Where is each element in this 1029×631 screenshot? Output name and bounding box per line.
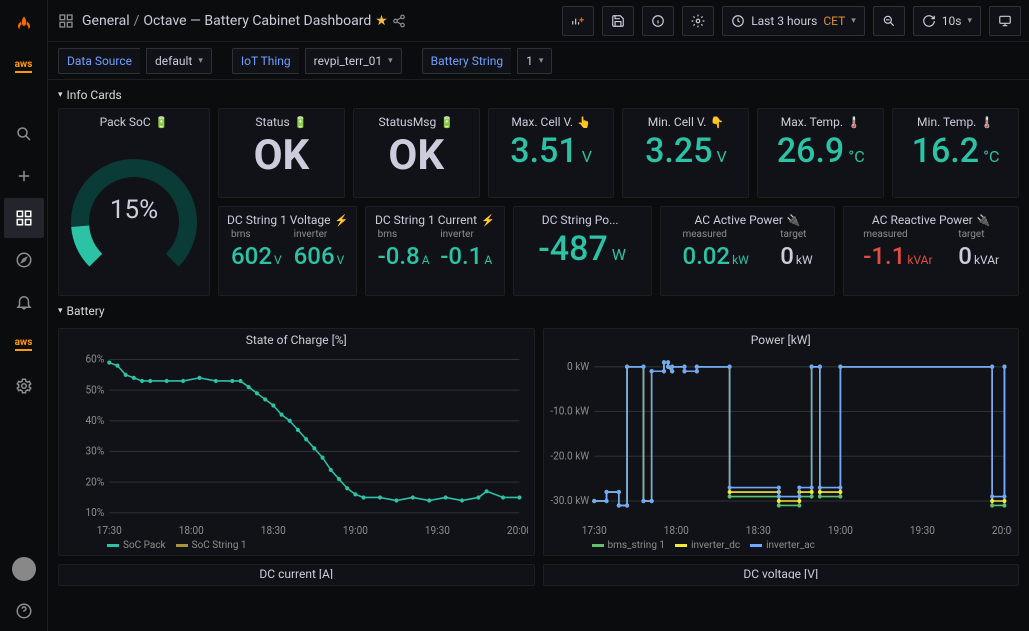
- svg-text:50%: 50%: [86, 383, 105, 396]
- power-chart: Power [kW] 0 kW-10.0 kW-20.0 kW-30.0 kW1…: [543, 328, 1020, 556]
- svg-text:20:00: 20:00: [991, 523, 1012, 536]
- svg-text:20%: 20%: [86, 475, 105, 488]
- monitor-button[interactable]: [989, 6, 1021, 36]
- var-value[interactable]: 1▾: [517, 48, 552, 74]
- stat-card: Max. Temp.🌡️ 26.9°C: [757, 108, 884, 198]
- breadcrumb: General / Octave — Battery Cabinet Dashb…: [82, 13, 406, 29]
- stat-card: AC Active Power🔌measured0.02kWtarget0kW: [660, 206, 836, 296]
- svg-text:18:30: 18:30: [745, 523, 770, 536]
- svg-text:19:00: 19:00: [343, 523, 368, 536]
- legend-item[interactable]: bms_string 1: [592, 540, 666, 551]
- svg-text:18:00: 18:00: [663, 523, 688, 536]
- svg-text:-20.0 kW: -20.0 kW: [550, 449, 589, 462]
- var-value[interactable]: default▾: [146, 48, 212, 74]
- stat-card: Max. Cell V.👆 3.51V: [488, 108, 615, 198]
- stat-card: DC String 1 Voltage⚡bms602Vinverter606V: [218, 206, 357, 296]
- sidebar: aws aws: [0, 0, 48, 631]
- stat-card: Min. Cell V.👇 3.25V: [622, 108, 749, 198]
- time-range-button[interactable]: Last 3 hours CET ▾: [722, 6, 865, 36]
- settings-button[interactable]: [682, 6, 714, 36]
- svg-text:19:30: 19:30: [909, 523, 934, 536]
- stat-card: DC String 1 Current⚡bms-0.8Ainverter-0.1…: [365, 206, 504, 296]
- apps-icon[interactable]: [58, 13, 74, 29]
- topbar: General / Octave — Battery Cabinet Dashb…: [48, 0, 1029, 42]
- legend-item[interactable]: SoC Pack: [107, 540, 166, 551]
- stat-card: StatusMsg🔋 OK: [353, 108, 480, 198]
- legend-item[interactable]: inverter_dc: [675, 540, 740, 551]
- legend-item[interactable]: inverter_ac: [750, 540, 815, 551]
- svg-text:19:00: 19:00: [827, 523, 852, 536]
- battery-icon: 🔋: [155, 116, 169, 129]
- info-button[interactable]: [642, 6, 674, 36]
- svg-text:20:00: 20:00: [507, 523, 528, 536]
- svg-text:40%: 40%: [86, 414, 105, 427]
- gear-icon[interactable]: [4, 366, 44, 406]
- plus-icon[interactable]: [4, 156, 44, 196]
- panel-collapsed: DC voltage [V]: [543, 564, 1020, 586]
- svg-text:0 kW: 0 kW: [567, 360, 589, 373]
- page-title[interactable]: Octave — Battery Cabinet Dashboard: [143, 13, 371, 29]
- template-variables: Data Source default▾ IoT Thing revpi_ter…: [48, 42, 1029, 80]
- share-icon[interactable]: [392, 14, 406, 28]
- star-icon[interactable]: ★: [375, 13, 388, 29]
- aws-icon-2[interactable]: aws: [4, 324, 44, 364]
- stat-card: Min. Temp.🌡️ 16.2°C: [892, 108, 1019, 198]
- var-value[interactable]: revpi_terr_01▾: [305, 48, 402, 74]
- dashboards-icon[interactable]: [4, 198, 44, 238]
- var-label: IoT Thing: [232, 48, 299, 74]
- zoom-out-button[interactable]: [873, 6, 905, 36]
- svg-text:60%: 60%: [86, 352, 105, 365]
- svg-text:18:00: 18:00: [179, 523, 204, 536]
- help-icon[interactable]: [4, 591, 44, 631]
- svg-text:17:30: 17:30: [581, 523, 606, 536]
- svg-text:17:30: 17:30: [97, 523, 122, 536]
- section-header[interactable]: ▾Battery: [58, 296, 1019, 324]
- alert-icon[interactable]: [4, 282, 44, 322]
- refresh-button[interactable]: 10s ▾: [913, 6, 981, 36]
- svg-text:-10.0 kW: -10.0 kW: [550, 404, 589, 417]
- grafana-logo-icon[interactable]: [4, 4, 44, 44]
- stat-card: Status🔋 OK: [218, 108, 345, 198]
- explore-icon[interactable]: [4, 240, 44, 280]
- section-header[interactable]: ▾Info Cards: [58, 80, 1019, 108]
- soc-chart: State of Charge [%] 10%20%30%40%50%60%17…: [58, 328, 535, 556]
- var-label: Battery String: [422, 48, 511, 74]
- breadcrumb-root[interactable]: General: [82, 13, 130, 29]
- stat-card: AC Reactive Power🔌measured-1.1kVArtarget…: [843, 206, 1019, 296]
- legend-item[interactable]: SoC String 1: [176, 540, 247, 551]
- avatar[interactable]: [12, 557, 36, 581]
- svg-text:18:30: 18:30: [261, 523, 286, 536]
- panel-collapsed: DC current [A]: [58, 564, 535, 586]
- stat-card: DC String Po...-487W: [513, 206, 652, 296]
- svg-text:10%: 10%: [86, 506, 105, 519]
- svg-text:19:30: 19:30: [425, 523, 450, 536]
- var-label: Data Source: [58, 48, 140, 74]
- search-icon[interactable]: [4, 114, 44, 154]
- svg-text:-30.0 kW: -30.0 kW: [550, 494, 589, 507]
- gauge-value: 15%: [110, 195, 158, 225]
- save-button[interactable]: [602, 6, 634, 36]
- add-panel-button[interactable]: [562, 6, 594, 36]
- svg-text:30%: 30%: [86, 444, 105, 457]
- gauge-panel: Pack SoC🔋 15%: [58, 108, 210, 296]
- aws-icon[interactable]: aws: [4, 46, 44, 86]
